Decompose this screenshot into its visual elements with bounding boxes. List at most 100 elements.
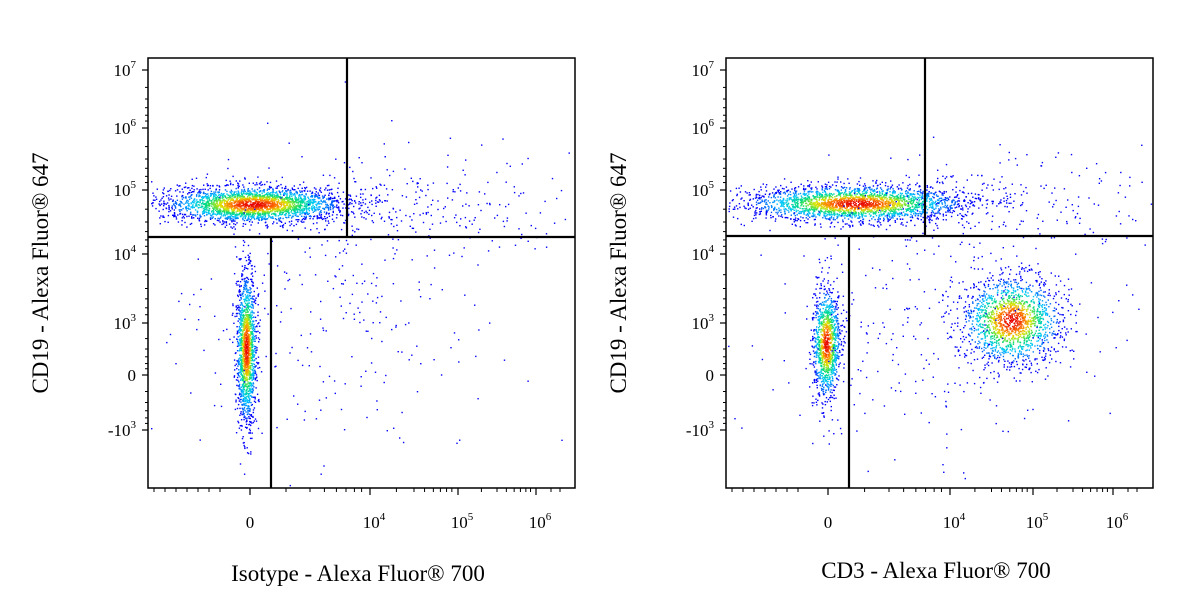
event-dot xyxy=(280,205,283,207)
event-dot xyxy=(326,240,329,242)
event-dot xyxy=(199,195,201,197)
event-dot xyxy=(329,207,332,209)
event-dot xyxy=(322,201,324,203)
event-dot xyxy=(269,202,271,205)
event-dot xyxy=(274,213,277,215)
event-dot xyxy=(237,294,239,296)
event-dot xyxy=(237,203,240,205)
event-dot xyxy=(219,202,221,204)
event-dot xyxy=(324,189,326,191)
event-dot xyxy=(327,206,330,209)
event-dot xyxy=(244,199,246,202)
event-dot xyxy=(229,200,231,203)
event-dot xyxy=(242,442,245,444)
event-dot xyxy=(170,188,172,190)
event-dot xyxy=(363,280,366,282)
event-dot xyxy=(248,256,251,258)
event-dot xyxy=(248,395,250,397)
event-dot xyxy=(195,203,197,206)
event-dot xyxy=(200,188,202,191)
event-dot xyxy=(207,184,209,186)
event-dot xyxy=(341,283,343,285)
event-dot xyxy=(237,183,240,185)
event-dot xyxy=(275,196,278,198)
event-dot xyxy=(291,193,293,195)
event-dot xyxy=(302,211,304,213)
event-dot xyxy=(301,156,303,158)
event-dot xyxy=(321,218,324,221)
event-dot xyxy=(315,418,318,420)
event-dot xyxy=(212,216,214,218)
event-dot xyxy=(158,210,160,212)
event-dot xyxy=(256,287,258,289)
event-dot xyxy=(243,341,246,343)
event-dot xyxy=(385,374,387,377)
event-dot xyxy=(243,305,245,307)
event-dot xyxy=(360,202,362,204)
event-dot xyxy=(240,354,242,356)
event-dot xyxy=(251,188,253,190)
event-dot xyxy=(182,215,185,218)
event-dot xyxy=(734,208,736,210)
event-dot xyxy=(332,211,334,214)
event-dot xyxy=(250,390,252,392)
event-dot xyxy=(252,316,255,318)
event-dot xyxy=(217,192,219,194)
event-dot xyxy=(372,272,375,275)
event-dot xyxy=(891,210,893,212)
event-dot xyxy=(251,373,253,376)
event-dot xyxy=(181,198,184,200)
event-dot xyxy=(243,190,246,192)
event-dot xyxy=(191,214,194,216)
event-dot xyxy=(192,191,194,193)
event-dot xyxy=(247,311,249,313)
event-dot xyxy=(226,205,229,207)
event-dot xyxy=(249,295,252,297)
event-dot xyxy=(241,403,243,406)
event-dot xyxy=(227,207,229,210)
event-dot xyxy=(185,182,187,184)
event-dot xyxy=(319,187,322,189)
event-dot xyxy=(372,322,374,324)
event-dot xyxy=(287,200,289,202)
event-dot xyxy=(276,265,279,267)
event-dot xyxy=(253,363,256,366)
event-dot xyxy=(253,312,255,314)
event-dot xyxy=(247,406,250,408)
event-dot xyxy=(178,204,180,207)
event-dot xyxy=(242,270,244,272)
event-dot xyxy=(218,218,221,220)
event-dot xyxy=(283,203,285,206)
event-dot xyxy=(250,273,253,275)
event-dot xyxy=(218,189,221,191)
event-dot xyxy=(239,314,242,316)
event-dot xyxy=(223,195,225,197)
event-dot xyxy=(248,214,251,216)
event-dot xyxy=(248,211,251,214)
event-dot xyxy=(248,259,250,261)
event-dot xyxy=(330,192,333,194)
event-dot xyxy=(248,326,250,328)
event-dot xyxy=(295,191,297,194)
event-dot xyxy=(310,199,312,201)
event-dot xyxy=(250,331,252,333)
event-dot xyxy=(884,209,887,211)
event-dot xyxy=(250,345,253,347)
event-dot xyxy=(239,338,241,340)
event-dot xyxy=(362,199,364,201)
event-dot xyxy=(315,204,318,207)
event-dot xyxy=(316,206,318,209)
event-dot xyxy=(252,390,254,393)
event-dot xyxy=(252,382,254,384)
event-dot xyxy=(340,228,343,231)
event-dot xyxy=(247,324,249,326)
event-dot xyxy=(345,207,347,209)
event-dot xyxy=(199,201,201,204)
event-dot xyxy=(446,166,449,168)
event-dot xyxy=(278,190,280,192)
event-dot xyxy=(269,208,271,211)
event-dot xyxy=(919,194,921,196)
event-dot xyxy=(240,320,242,323)
event-dot xyxy=(234,216,236,218)
event-dot xyxy=(244,377,247,379)
